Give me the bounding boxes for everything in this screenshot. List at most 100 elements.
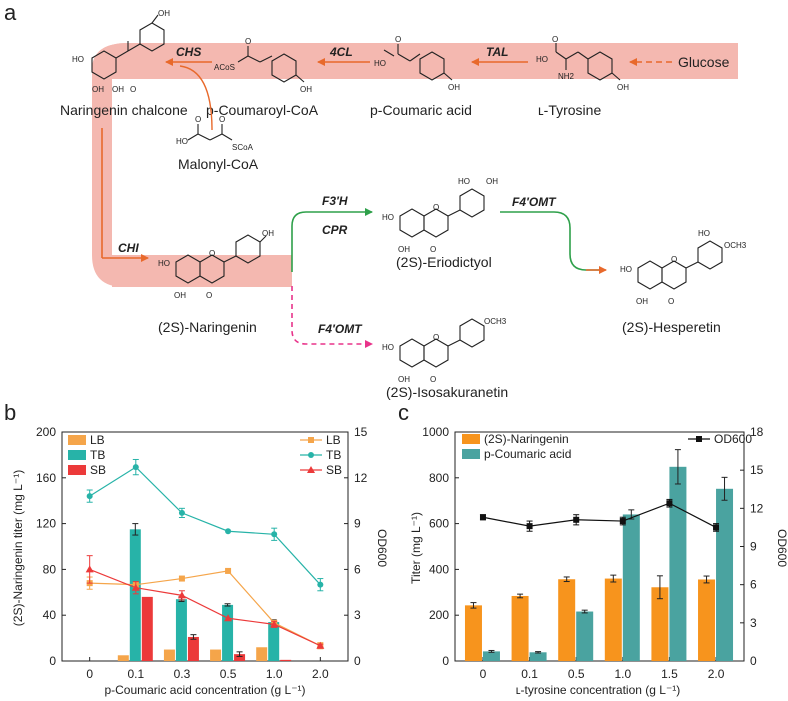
line-sb — [90, 569, 321, 645]
malonyl-o2: O — [219, 115, 225, 124]
y-axis-label: Titer (mg L⁻¹) — [409, 512, 423, 584]
compound-malonyl-coa: Malonyl-CoA — [178, 156, 259, 172]
bar-tb — [222, 605, 233, 661]
malonyl-coa-structure: HO O O SCoA — [176, 115, 254, 152]
x-tick-label: 0.1 — [521, 667, 538, 681]
x-tick-label: 0.3 — [174, 667, 191, 681]
bar-pcoumaricacid — [716, 489, 733, 661]
panel-label-a: a — [4, 0, 17, 25]
bar-2snaringenin — [512, 596, 529, 661]
eriodictyol-structure: HO OH HO O OH O — [382, 177, 498, 254]
bar-lb — [118, 655, 129, 661]
isosakuranetin-ho: HO — [382, 343, 394, 352]
y-tick-label: 0 — [442, 654, 449, 668]
y-tick-label: 40 — [43, 608, 57, 622]
legend-label-line-lb: LB — [326, 433, 341, 447]
chalcone-o: O — [130, 85, 136, 94]
y-tick-label: 1000 — [422, 425, 449, 439]
isosakuranetin-o-ring: O — [433, 333, 439, 342]
y2-tick-label: 3 — [354, 608, 361, 622]
naringenin-oh-top: OH — [262, 229, 274, 238]
y-tick-label: 160 — [36, 471, 56, 485]
chalcone-oh-bl: OH — [92, 85, 104, 94]
point-tb — [133, 464, 139, 470]
y-tick-label: 400 — [429, 562, 449, 576]
point-sb — [86, 565, 94, 572]
legend-swatch-lb — [68, 435, 86, 445]
legend-swatch-sb — [68, 465, 86, 475]
y2-tick-label: 15 — [750, 463, 764, 477]
point-lb — [225, 568, 231, 574]
x-tick-label: 0.5 — [220, 667, 237, 681]
chalcone-ho-left: HO — [72, 55, 84, 64]
compound-glucose: Glucose — [678, 54, 730, 70]
x-tick-label: 1.5 — [661, 667, 678, 681]
coumaric-oh: OH — [448, 83, 460, 92]
legend-label-bar-0: (2S)-Naringenin — [484, 432, 569, 446]
legend-label-bar-tb: TB — [90, 448, 105, 462]
chalcone-oh-br: OH — [112, 85, 124, 94]
coumaroyl-oh: OH — [300, 85, 312, 94]
bar-tb — [130, 529, 141, 661]
bar-sb — [280, 660, 291, 661]
y2-tick-label: 15 — [354, 425, 368, 439]
legend-label-line-tb: TB — [326, 448, 341, 462]
y2-tick-label: 18 — [750, 425, 764, 439]
eriodictyol-o-keto: O — [430, 245, 436, 254]
point-od600 — [620, 518, 626, 524]
tyrosine-ho: HO — [536, 55, 548, 64]
hesperetin-oh-bottom: OH — [636, 297, 648, 306]
hesperetin-o-ring: O — [671, 255, 677, 264]
bar-sb — [142, 597, 153, 661]
y-tick-label: 200 — [429, 608, 449, 622]
y2-tick-label: 0 — [354, 654, 361, 668]
y2-tick-label: 12 — [354, 471, 368, 485]
eriodictyol-o-ring: O — [433, 203, 439, 212]
point-tb — [225, 528, 231, 534]
y-tick-label: 200 — [36, 425, 56, 439]
legend-swatch-0 — [462, 434, 480, 444]
bar-pcoumaricacid — [576, 612, 593, 661]
legend-swatch-1 — [462, 449, 480, 459]
malonyl-scoa: SCoA — [232, 143, 254, 152]
enzyme-f4omt-top: F4′OMT — [512, 195, 557, 209]
y-tick-label: 600 — [429, 517, 449, 531]
enzyme-f3h: F3′H — [322, 194, 348, 208]
x-tick-label: 0 — [86, 667, 93, 681]
legend-marker-tb — [308, 452, 314, 458]
enzyme-4cl: 4CL — [329, 45, 353, 59]
x-tick-label: 1.0 — [266, 667, 283, 681]
naringenin-o-keto: O — [206, 291, 212, 300]
compound-naringenin-chalcone: Naringenin chalcone — [60, 102, 188, 118]
point-lb — [179, 576, 185, 582]
bar-sb — [188, 637, 199, 661]
legend-label-line-od600: OD600 — [714, 432, 752, 446]
hesperetin-och3: OCH3 — [724, 241, 747, 250]
legend-marker-od600 — [696, 436, 702, 442]
y-axis-label: (2S)-Naringenin titer (mg L⁻¹) — [11, 470, 25, 626]
point-od600 — [713, 524, 719, 530]
y2-tick-label: 0 — [750, 654, 757, 668]
y2-tick-label: 9 — [354, 517, 361, 531]
enzyme-cpr: CPR — [322, 223, 348, 237]
y2-tick-label: 9 — [750, 540, 757, 554]
legend-marker-lb — [308, 437, 314, 443]
enzyme-chs: CHS — [176, 45, 201, 59]
legend-label-line-sb: SB — [326, 463, 342, 477]
bar-lb — [256, 647, 267, 661]
enzyme-chi: CHI — [118, 241, 139, 255]
legend-label-bar-1: p-Coumaric acid — [484, 447, 571, 461]
enzyme-tal: TAL — [486, 45, 508, 59]
x-axis-label: p-Coumaric acid concentration (g L⁻¹) — [104, 683, 305, 697]
hesperetin-o-keto: O — [668, 297, 674, 306]
x-tick-label: 1.0 — [614, 667, 631, 681]
tyrosine-oh: OH — [617, 83, 629, 92]
isosakuranetin-oh-bottom: OH — [398, 375, 410, 384]
legend-swatch-tb — [68, 450, 86, 460]
legend-label-bar-lb: LB — [90, 433, 105, 447]
malonyl-ho: HO — [176, 137, 188, 146]
point-tb — [317, 582, 323, 588]
bar-pcoumaricacid — [483, 651, 500, 661]
isosakuranetin-o-keto: O — [430, 375, 436, 384]
tyrosine-nh2: NH2 — [558, 72, 575, 81]
